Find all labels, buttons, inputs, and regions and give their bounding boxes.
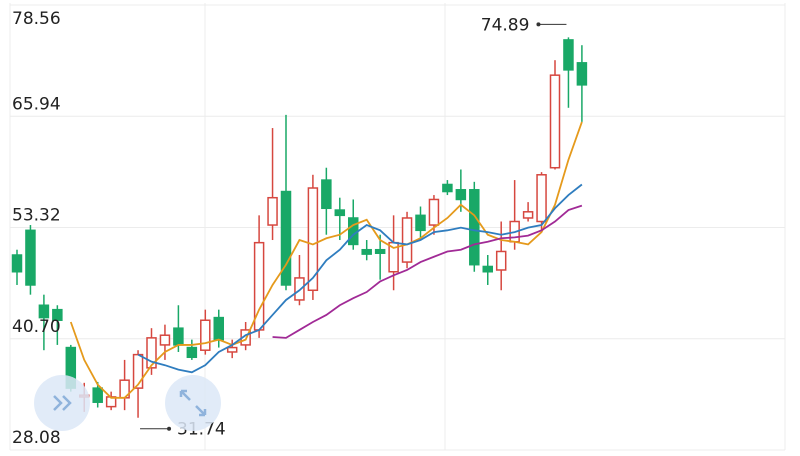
- ma-line: [137, 183, 583, 374]
- grid: [10, 4, 785, 451]
- candle-body: [25, 229, 36, 286]
- fullscreen-button[interactable]: [165, 375, 221, 431]
- candle-body: [374, 248, 386, 254]
- candle-body: [52, 308, 63, 321]
- candle-body: [536, 174, 547, 223]
- y-tick-label: 53.32: [12, 206, 61, 226]
- candle-body: [173, 327, 184, 346]
- candle-body: [361, 248, 372, 255]
- annotation-dot: [536, 22, 541, 27]
- candle-body: [280, 190, 292, 286]
- candle-body: [334, 209, 346, 217]
- candle-body: [159, 334, 171, 346]
- candle-body: [522, 211, 534, 219]
- annotation-dot: [167, 426, 172, 431]
- candle-body: [186, 346, 198, 359]
- y-tick-label: 65.94: [12, 94, 61, 114]
- candle-body: [307, 187, 319, 292]
- candle-body: [92, 387, 103, 403]
- expand-button[interactable]: [34, 375, 90, 431]
- ma-line: [69, 121, 583, 399]
- candle-body: [321, 179, 332, 210]
- candle-body: [38, 304, 50, 319]
- candle-body: [495, 250, 507, 271]
- candle-body: [294, 277, 305, 301]
- expand-icon: [179, 389, 207, 417]
- button-bg[interactable]: [165, 375, 221, 431]
- candle-body: [146, 337, 157, 369]
- candle-body: [11, 254, 23, 273]
- y-tick-label: 40.70: [12, 317, 61, 337]
- candle-body: [226, 346, 238, 353]
- candle-body: [563, 39, 574, 71]
- marks: [11, 37, 588, 418]
- y-tick-label: 28.08: [12, 428, 61, 448]
- ma-line: [272, 204, 583, 339]
- candle-body: [200, 319, 211, 351]
- candle-body: [213, 316, 224, 341]
- candle-body: [415, 214, 426, 232]
- candle-body: [455, 189, 467, 201]
- candle-body: [442, 183, 453, 193]
- candle-body: [401, 217, 413, 263]
- max-label: 74.89: [481, 15, 530, 35]
- candle-body: [482, 265, 493, 273]
- candle-body: [549, 74, 561, 169]
- candle-body: [469, 189, 480, 266]
- chevrons-icon: [53, 395, 72, 411]
- y-tick-label: 78.56: [12, 9, 61, 29]
- candle-body: [428, 198, 440, 226]
- candle-body: [576, 62, 588, 86]
- candle-body: [267, 196, 278, 226]
- candle-body: [348, 217, 359, 246]
